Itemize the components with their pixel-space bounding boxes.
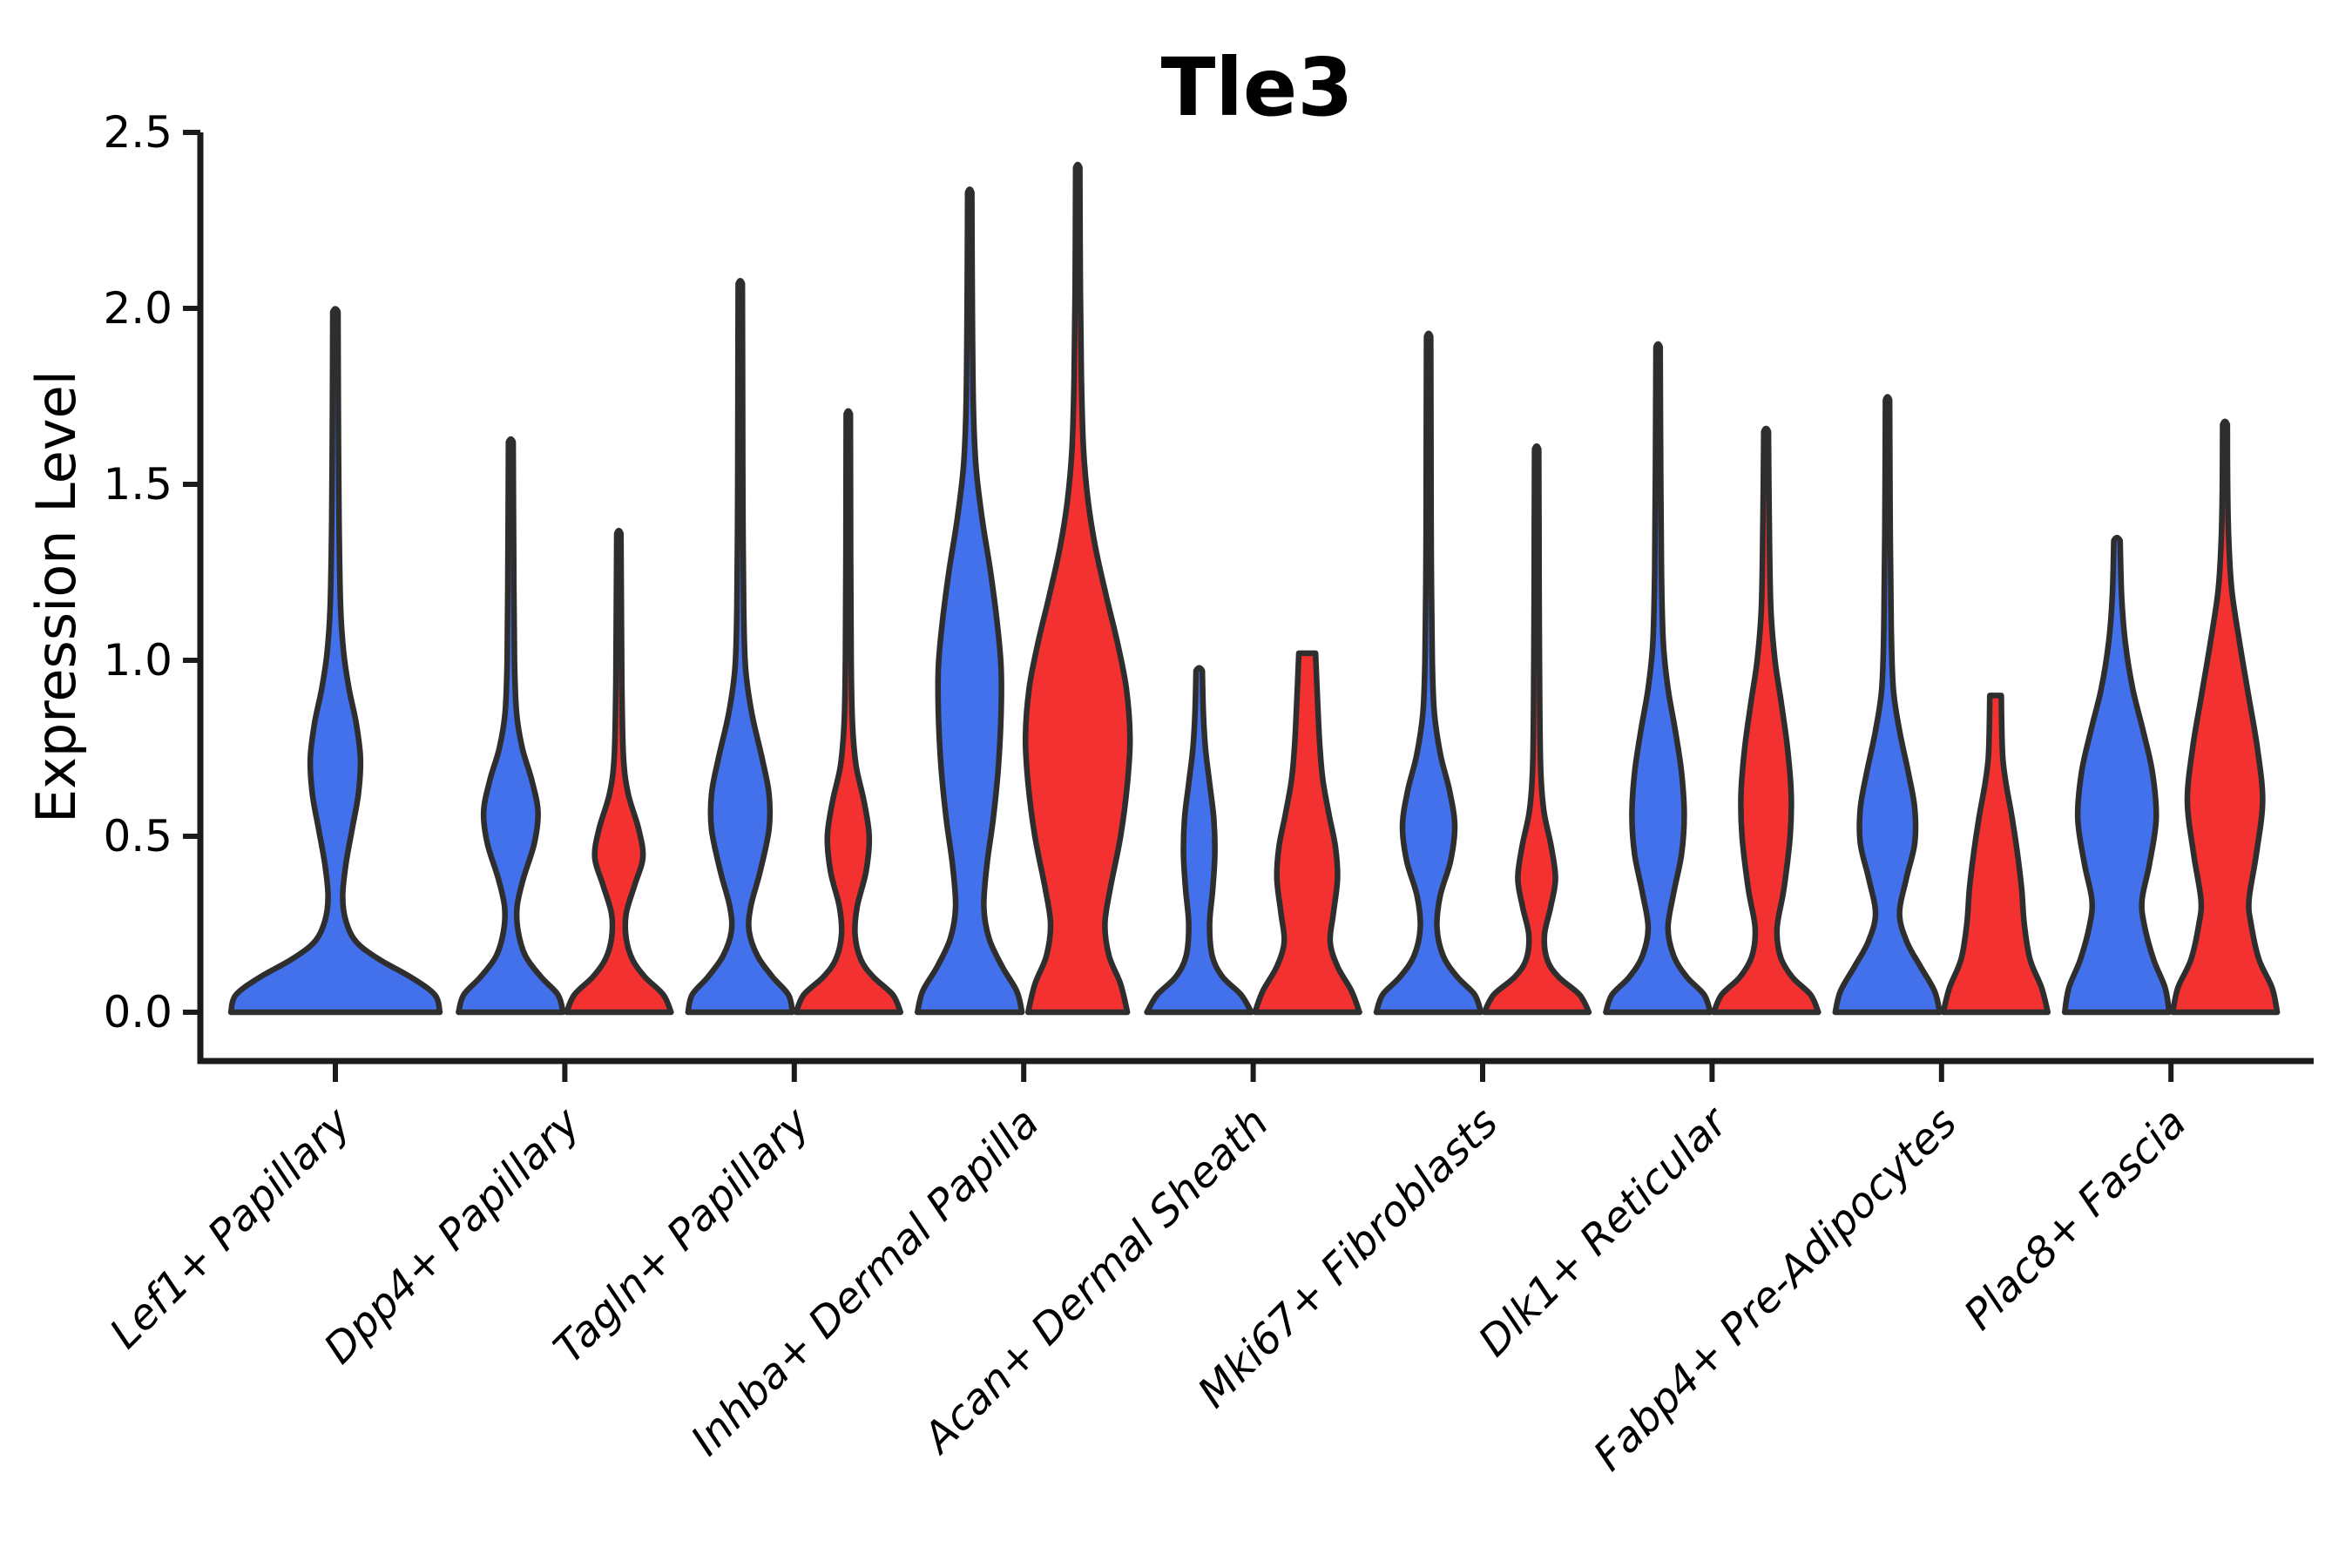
x-tick-label-cat7: Fabp4+ Pre-Adipocytes — [1585, 1098, 1967, 1481]
violin-red-cat2 — [793, 408, 904, 1016]
violin-blue-cat0 — [227, 306, 443, 1016]
y-tick-label-1.0: 1.0 — [103, 635, 172, 686]
violin-blue-cat7 — [1832, 394, 1943, 1016]
y-axis-label: Expression Level — [24, 370, 88, 823]
violin-red-cat5 — [1481, 443, 1592, 1016]
y-tick-label-0.5: 0.5 — [103, 811, 172, 862]
violin-red-cat4 — [1252, 650, 1362, 1016]
x-tick-label-cat6: Dlk1+ Reticular — [1470, 1097, 1740, 1367]
y-tick-label-2.5: 2.5 — [103, 107, 172, 158]
x-tick-label-cat1: Dpp4+ Papillary — [314, 1098, 590, 1373]
ticks-layer — [183, 130, 2174, 1082]
violin-red-cat6 — [1711, 425, 1821, 1016]
violin-blue-cat1 — [456, 436, 566, 1016]
y-tick-label-2.0: 2.0 — [103, 283, 172, 334]
violin-red-cat1 — [564, 527, 674, 1016]
violin-red-cat7 — [1940, 693, 2051, 1016]
violin-red-cat3 — [1022, 161, 1133, 1016]
x-tick-label-cat0: Lef1+ Papillary — [100, 1098, 361, 1358]
x-tick-label-cat2: Tagln+ Papillary — [544, 1098, 820, 1373]
y-tick-label-0.0: 0.0 — [103, 987, 172, 1037]
violin-blue-cat5 — [1373, 330, 1484, 1016]
violin-blue-cat2 — [685, 277, 796, 1016]
violin-blue-cat3 — [914, 186, 1025, 1016]
chart-title: Tle3 — [1161, 41, 1354, 134]
violin-blue-cat4 — [1144, 665, 1254, 1016]
violin-red-cat8 — [2169, 418, 2281, 1016]
x-tick-label-cat8: Plac8+ Fascia — [1955, 1098, 2196, 1340]
violins-layer — [227, 161, 2281, 1016]
violin-blue-cat6 — [1603, 341, 1713, 1016]
violin-blue-cat8 — [2061, 534, 2173, 1016]
y-tick-label-1.5: 1.5 — [103, 459, 172, 510]
